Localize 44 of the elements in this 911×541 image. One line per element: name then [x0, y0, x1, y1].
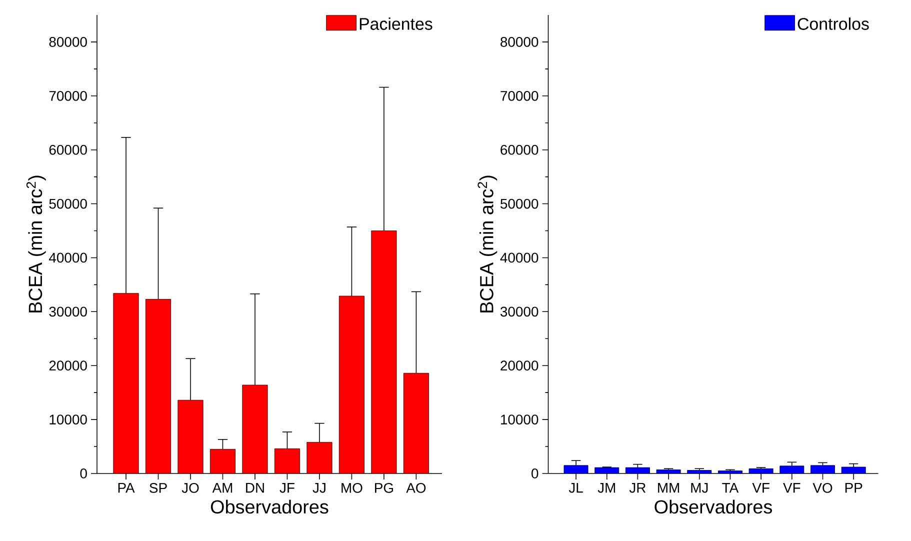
x-tick-label: MO — [342, 482, 362, 493]
y-tick-label: 10000 — [501, 414, 538, 424]
y-tick-label: 20000 — [49, 360, 87, 371]
x-tick-label: PG — [375, 482, 393, 493]
y-tick-label: 40000 — [49, 252, 87, 263]
x-tick-label: VF — [783, 483, 800, 493]
y-tick-label: 70000 — [49, 90, 87, 101]
x-tick-label: JM — [598, 483, 616, 493]
x-axis-title: Observadores — [654, 500, 772, 514]
x-tick-label: AO — [406, 482, 426, 493]
y-tick-label: 40000 — [500, 252, 538, 263]
x-tick-label: PA — [118, 483, 135, 493]
x-tick-label: MM — [658, 483, 680, 493]
y-tick-label: 0 — [80, 468, 87, 478]
y-tick-label: 30000 — [500, 306, 538, 317]
y-axis-title: BCEA (min arc$^{2}$) — [26, 176, 46, 312]
y-tick-label: 80000 — [49, 37, 87, 47]
x-tick-label: VF — [752, 483, 770, 493]
y-tick-label: 80000 — [500, 37, 538, 47]
y-tick-label: 60000 — [49, 144, 87, 155]
x-tick-label: DN — [246, 483, 264, 493]
x-tick-label: JL — [568, 483, 583, 493]
y-tick-label: 50000 — [49, 198, 87, 209]
y-tick-label: 20000 — [500, 360, 538, 371]
legend-label: Controlos — [798, 18, 869, 30]
x-tick-label: SP — [150, 482, 167, 493]
y-tick-label: 70000 — [500, 90, 538, 101]
y-axis-title: BCEA (min arc$^{2}$) — [478, 176, 498, 312]
x-tick-label: AM — [212, 483, 232, 493]
y-tick-label: 50000 — [500, 198, 538, 209]
y-tick-label: 60000 — [500, 144, 538, 155]
y-tick-label: 30000 — [49, 306, 87, 317]
legend-label: Pacientes — [360, 18, 432, 30]
y-tick-label: 0 — [532, 468, 538, 478]
x-tick-label: PP — [845, 483, 862, 493]
x-tick-label: JJ — [312, 483, 326, 493]
x-tick-label: TA — [722, 483, 739, 493]
x-tick-label: JO — [182, 482, 199, 493]
x-tick-label: VO — [812, 482, 832, 493]
y-tick-label: 10000 — [50, 414, 87, 424]
x-tick-label: MJ — [691, 483, 708, 493]
x-tick-label: JF — [280, 483, 294, 493]
x-tick-label: JR — [629, 483, 646, 493]
x-axis-title: Observadores — [210, 500, 328, 514]
